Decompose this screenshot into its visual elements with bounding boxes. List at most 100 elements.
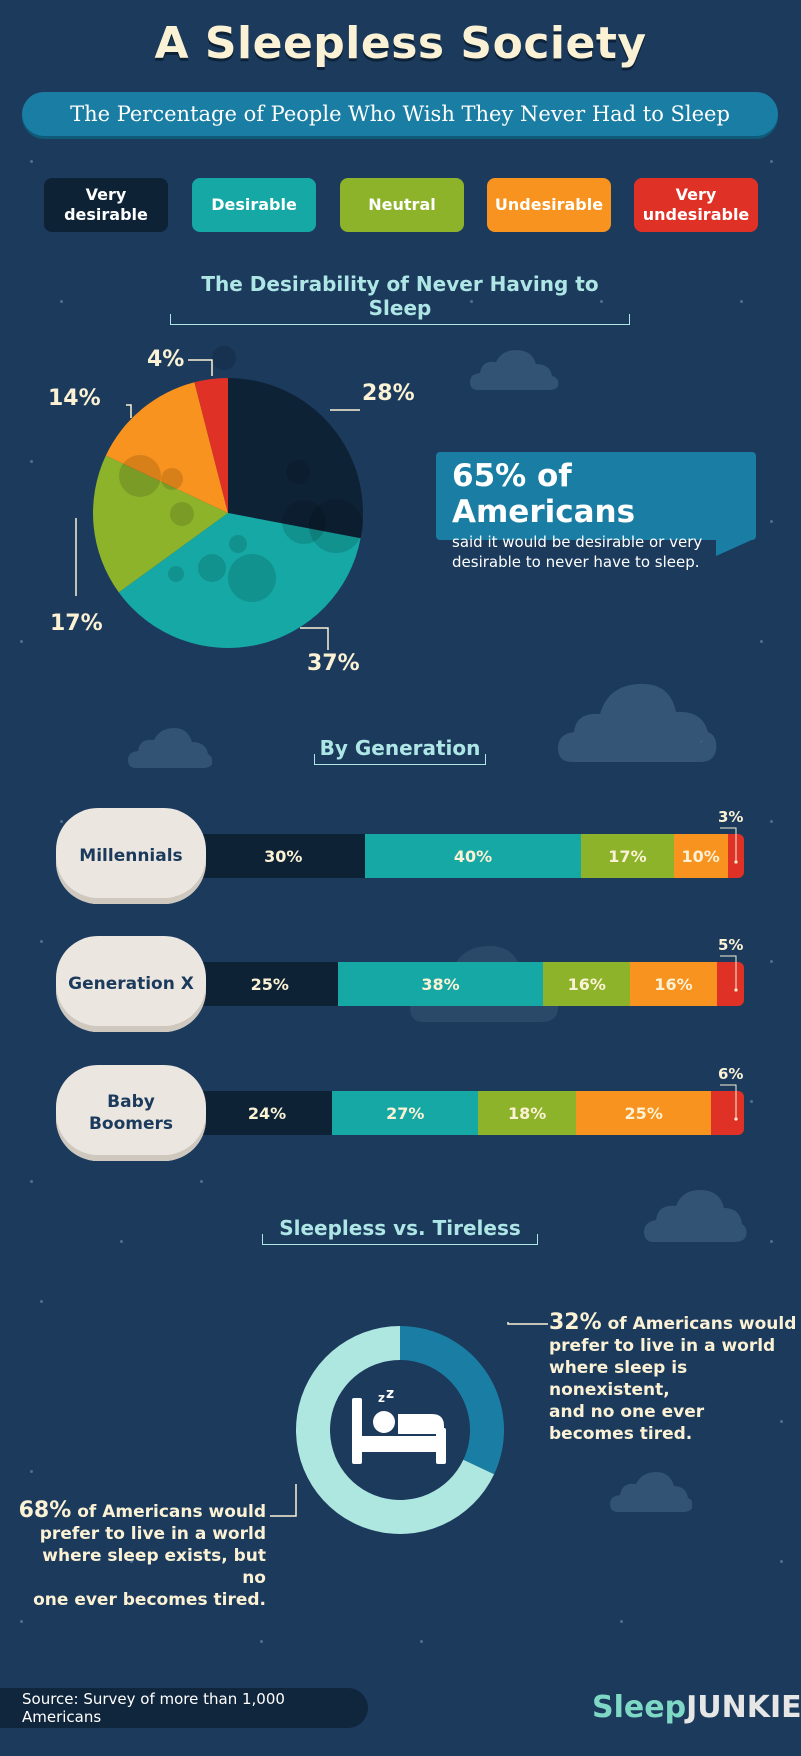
star-dot [40, 940, 43, 943]
generation-name: Boomers [88, 1114, 174, 1134]
moon-crater [309, 499, 363, 553]
legend-very-undesirable: Very undesirable [634, 178, 758, 232]
pie-leader-line [188, 359, 213, 376]
star-dot [750, 1100, 753, 1103]
pie-slice-label: 17% [50, 611, 103, 636]
pie-slice-label: 14% [48, 386, 101, 411]
star-dot [20, 1620, 23, 1623]
generation-bar: 30% 40% 17% 10% [202, 834, 744, 878]
donut-right-pct: 32% [549, 1310, 602, 1335]
donut-text-line: where sleep is nonexistent, [549, 1358, 688, 1400]
logo-part: JUNKIE [686, 1690, 801, 1725]
star-dot [420, 1640, 423, 1643]
bar-small-label: 6% [718, 1065, 744, 1083]
moon-crater [282, 500, 326, 544]
pie-chart: 28% 37% 17% 14% 4% [48, 346, 415, 676]
star-dot [40, 1300, 43, 1303]
bar-segment: 25% [202, 962, 338, 1006]
pie-slice [93, 455, 229, 593]
pie-slice-label: 37% [307, 651, 360, 676]
legend-label: Undesirable [494, 195, 604, 214]
bar-segment: 38% [337, 962, 544, 1006]
moon-crater [286, 460, 310, 484]
donut-text-line: of Americans would [601, 1314, 797, 1334]
donut-text-line: where sleep exists, but no [42, 1546, 266, 1588]
donut-left-text: 68% of Americans would prefer to live in… [14, 1500, 266, 1611]
moon-crater [212, 346, 236, 370]
svg-text:z: z [378, 1391, 385, 1405]
bar-segment [711, 1091, 744, 1135]
pie-section-title-text: The Desirability of Never Having to Slee… [201, 272, 599, 320]
donut-chart [296, 1326, 504, 1534]
moon-crater [229, 535, 247, 553]
bar-small-label-leader [720, 827, 738, 864]
leader-line [270, 1484, 297, 1517]
page-title: A Sleepless Society [154, 18, 647, 69]
cloud-decoration [558, 683, 717, 762]
bar-segment: 10% [673, 834, 728, 878]
bar-small-label: 3% [718, 808, 744, 826]
pie-section-title: The Desirability of Never Having to Slee… [170, 272, 630, 325]
star-dot [760, 640, 763, 643]
generation-pillow-label: Millennials [56, 808, 206, 904]
bar-segment: 18% [478, 1091, 576, 1135]
legend-label: Very [675, 185, 717, 204]
callout-text-line: desirable to never have to sleep. [452, 553, 700, 571]
pie-slice [194, 378, 228, 513]
donut-left-pct: 68% [18, 1498, 72, 1523]
legend-neutral: Neutral [340, 178, 464, 232]
cloud-decoration [610, 1472, 692, 1512]
bar-segment: 16% [543, 962, 631, 1006]
star-dot [770, 1240, 773, 1243]
bar-segment [716, 962, 744, 1006]
star-dot [200, 1180, 203, 1183]
star-dot [600, 300, 603, 303]
source-footer: Source: Survey of more than 1,000 Americ… [0, 1688, 368, 1728]
pie-slice [118, 513, 361, 648]
star-dot [770, 960, 773, 963]
star-dot [740, 300, 743, 303]
generation-pillow-label: Baby Boomers [56, 1065, 206, 1161]
section-bracket [170, 314, 630, 325]
donut-text-line: of Americans would [71, 1502, 266, 1522]
star-dot [260, 1640, 263, 1643]
bar-small-label-leader [720, 1084, 738, 1121]
star-dot [30, 160, 33, 163]
star-dot [120, 1240, 123, 1243]
star-dot [60, 820, 63, 823]
cloud-decoration [128, 728, 212, 768]
pie-slice [105, 382, 228, 513]
star-dot [780, 1420, 783, 1423]
star-dot [60, 300, 63, 303]
logo-part: Sleep [592, 1690, 687, 1725]
legend-label: Desirable [211, 195, 297, 214]
donut-text-line: prefer to live in a world [549, 1336, 776, 1356]
bar-segment: 40% [364, 834, 582, 878]
leader-line [507, 1322, 548, 1325]
donut-leader-lines [270, 1322, 548, 1517]
bar-segment: 24% [202, 1091, 333, 1135]
donut-text-line: becomes tired. [549, 1424, 693, 1444]
legend-label: desirable [64, 205, 148, 224]
sleepjunkie-logo: SleepJUNKIE [592, 1690, 801, 1725]
generation-bar: 25% 38% 16% 16% [202, 962, 744, 1006]
section-bracket [262, 1234, 538, 1245]
star-dot [620, 1620, 623, 1623]
subtitle-text: The Percentage of People Who Wish They N… [70, 102, 730, 126]
legend-very-desirable: Very desirable [44, 178, 168, 232]
section-bracket [314, 754, 486, 765]
star-dot [30, 1470, 33, 1473]
bar-small-label: 5% [718, 936, 744, 954]
star-dot [30, 1180, 33, 1183]
generation-name: Millennials [79, 846, 183, 866]
pie-slice-label: 28% [362, 381, 415, 406]
callout-tail [716, 538, 756, 556]
donut-section-title-text: Sleepless vs. Tireless [279, 1216, 521, 1240]
moon-crater [119, 455, 161, 497]
generation-bar: 24% 27% 18% 25% [202, 1091, 744, 1135]
star-dot [130, 1560, 133, 1563]
callout-box: 65% of Americans said it would be desira… [436, 452, 756, 571]
star-dot [770, 520, 773, 523]
moon-crater [170, 502, 194, 526]
generation-section-title: By Generation [314, 736, 486, 765]
